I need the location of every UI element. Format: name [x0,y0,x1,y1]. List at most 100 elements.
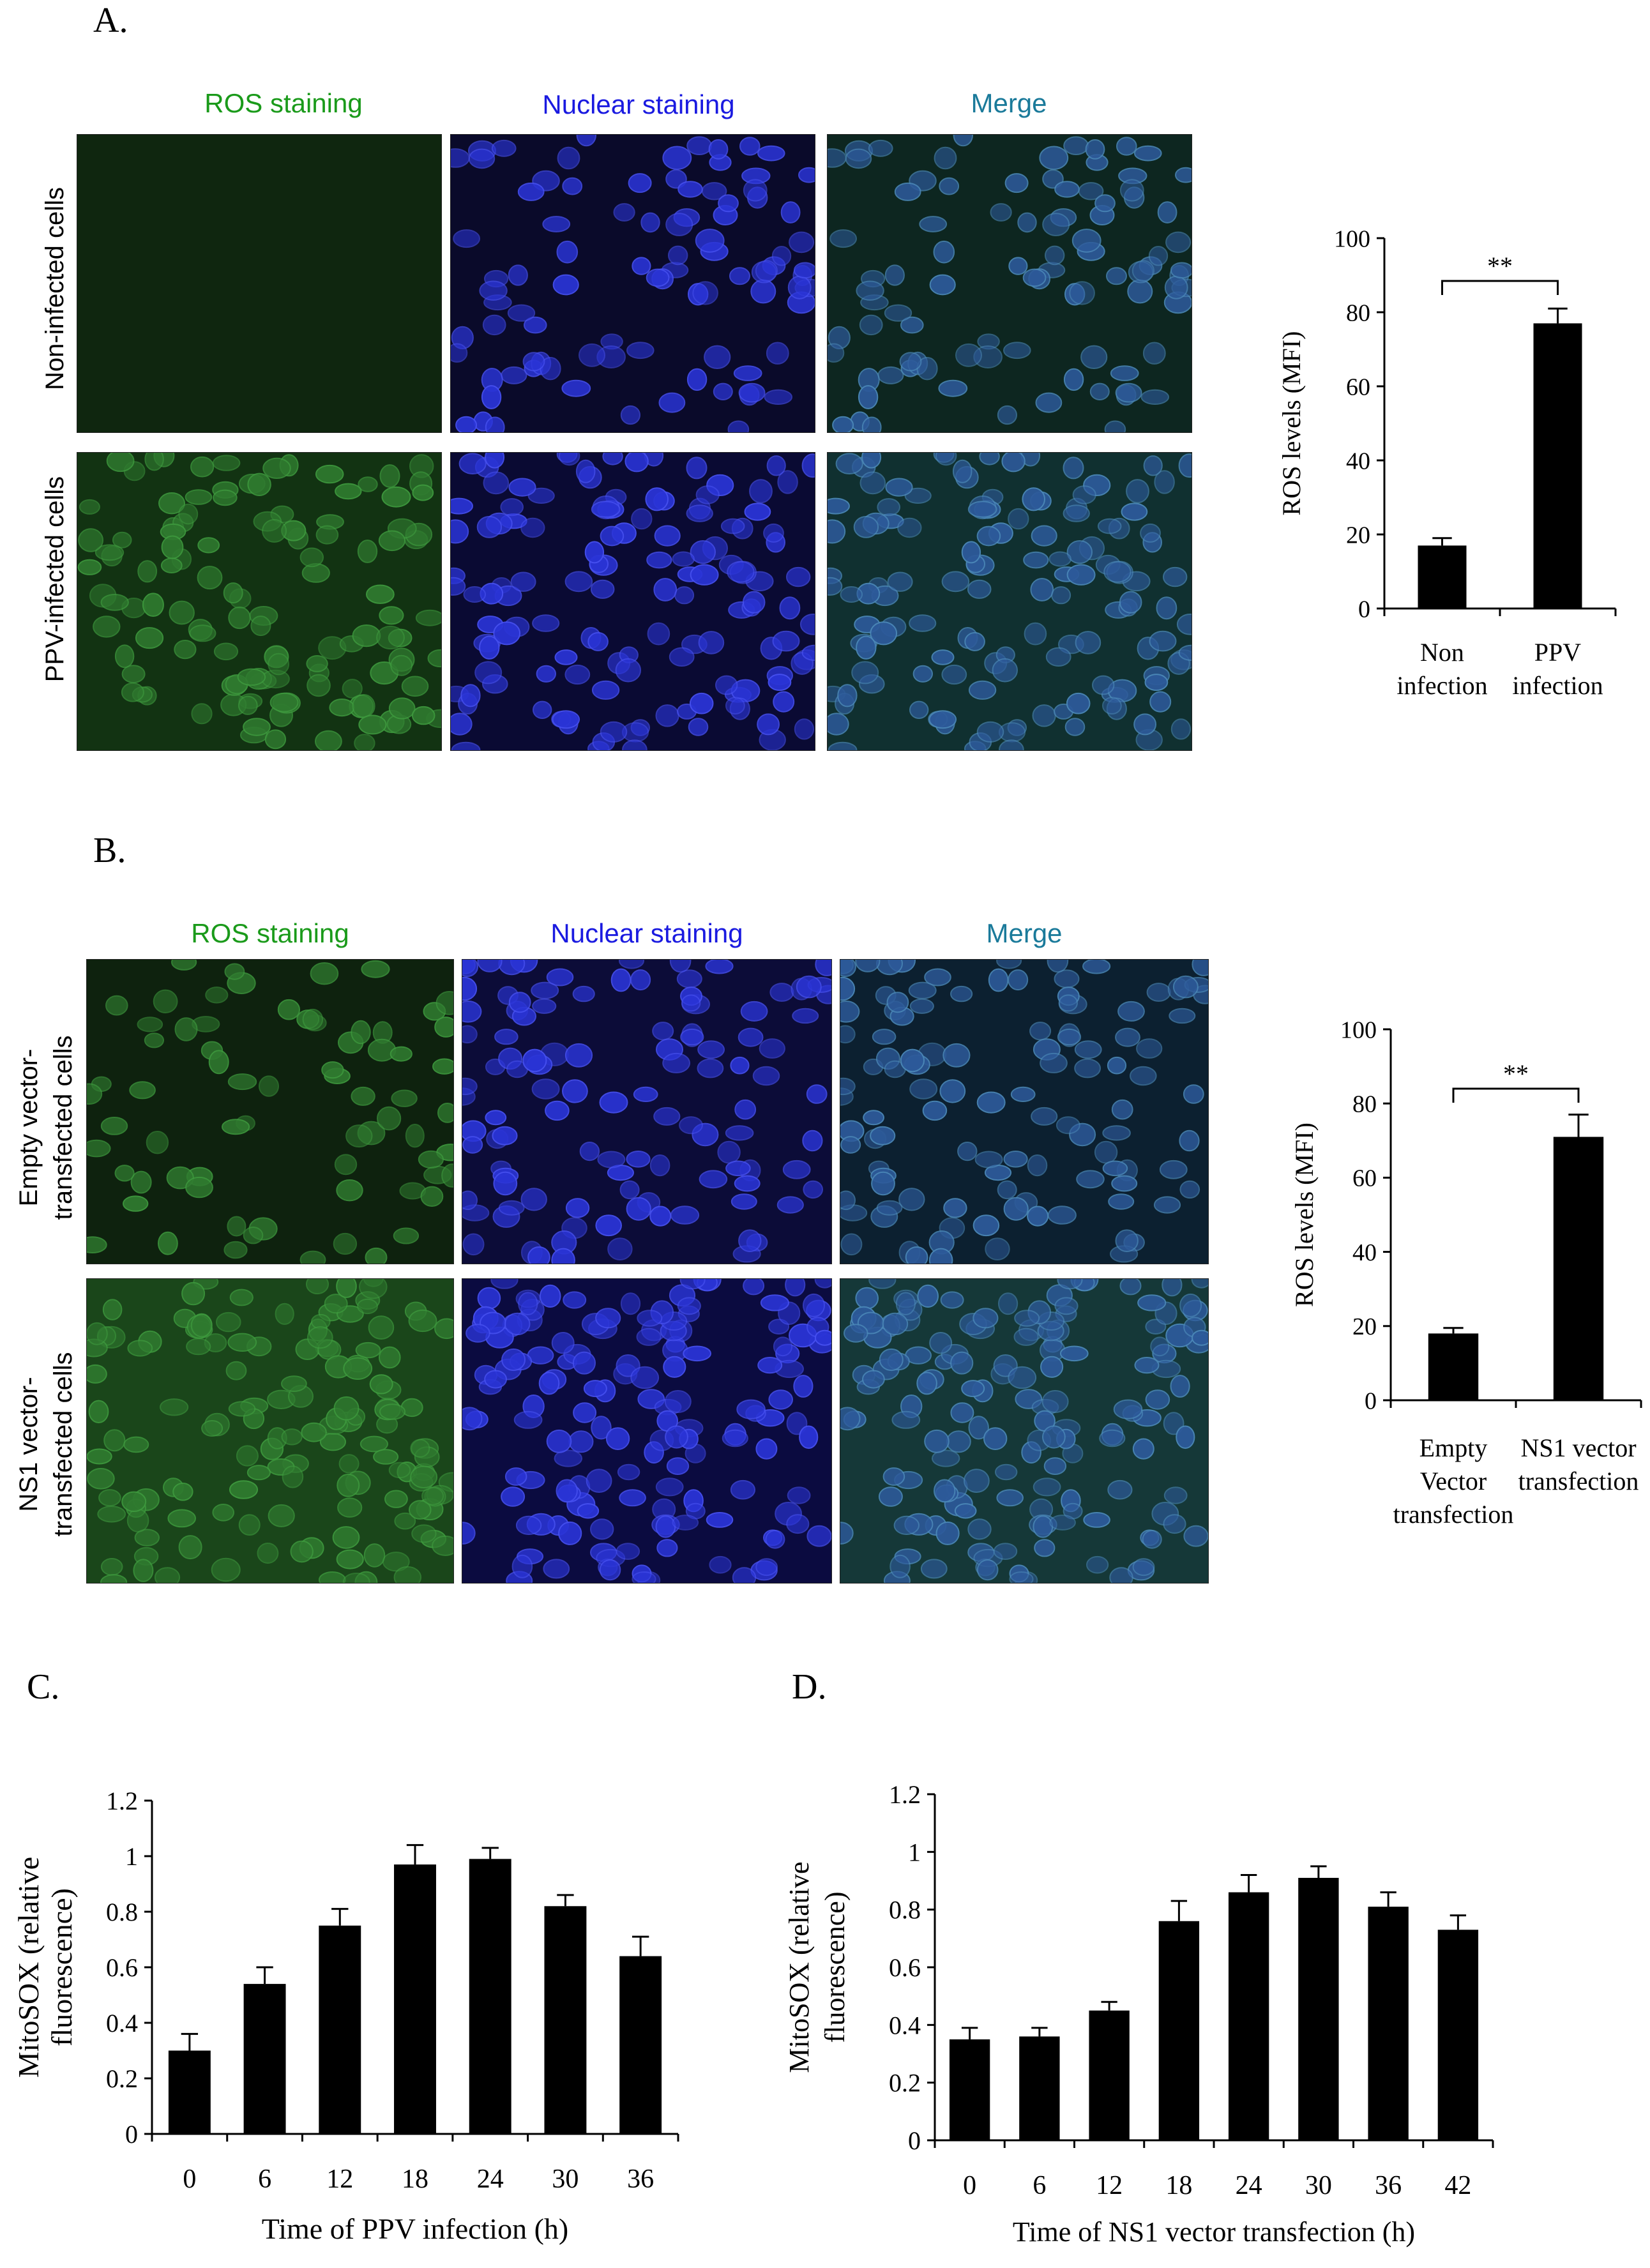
col-head-nuclear: Nuclear staining [542,89,735,119]
significance-bracket [1441,280,1559,295]
y-axis-label: fluorescence) [45,1888,78,2046]
x-tick-label: Empty [1419,1433,1488,1462]
x-tick-label: 6 [1033,2171,1046,2200]
y-tick-label: 0.6 [106,1953,138,1982]
y-tick-label: 100 [1340,1017,1377,1043]
micro-b-nuclear-ns1 [462,1278,832,1584]
bar [619,1956,662,2134]
y-tick-label: 1 [908,1838,921,1866]
micro-a-ros-noninfected [77,134,442,433]
y-tick-label: 1 [125,1842,138,1871]
col-head-b-nuclear: Nuclear staining [550,918,743,948]
y-tick-label: 0 [1365,1387,1377,1414]
bar [1533,323,1582,609]
x-tick-label: 30 [552,2165,579,2194]
chart-b: 0 20 40 60 80 100 Empty Vector transfection NS1 v… [1283,1002,1650,1545]
x-tick-label: 0 [963,2171,976,2200]
bar [1228,1892,1269,2140]
row-head-ns1-vector-line2: transfected cells [49,1352,77,1537]
y-tick-label: 80 [1346,299,1370,326]
y-tick-label: 0.8 [106,1898,138,1926]
y-tick-label: 0.4 [889,2011,921,2039]
bar [1437,1930,1479,2140]
x-tick-label: 12 [326,2165,353,2194]
bar [394,1864,436,2134]
col-head-merge: Merge [971,88,1047,118]
bar [319,1925,361,2134]
significance-bracket [1452,1087,1580,1103]
x-tick-label: 30 [1305,2171,1332,2200]
x-tick-label: transfection [1518,1467,1639,1495]
row-head-empty-vector-line2: transfected cells [49,1035,77,1220]
significance-stars: ** [1503,1059,1529,1088]
x-tick-label: 24 [1236,2171,1262,2200]
y-tick-label: 0 [125,2120,138,2149]
y-tick-label: 0.2 [106,2064,138,2093]
x-tick-label: 12 [1096,2171,1123,2200]
y-tick-label: 20 [1346,522,1370,548]
y-tick-label: 20 [1352,1313,1377,1340]
y-tick-label: 80 [1352,1091,1377,1118]
panel-a-letter: A. [93,1,128,40]
x-tick-label: NS1 vector [1520,1433,1636,1462]
y-axis-label: fluorescence) [819,1892,851,2043]
y-tick-label: 60 [1346,374,1370,400]
x-axis-label: Time of NS1 vector transfection (h) [1013,2216,1415,2248]
micro-a-nuclear-noninfected [450,134,815,433]
x-tick-label: Vector [1420,1467,1487,1495]
y-tick-label: 60 [1352,1165,1377,1192]
row-head-ppv-infected: PPV-infected cells [41,476,69,683]
micro-a-merge-noninfected [827,134,1192,433]
micro-a-merge-ppv [827,452,1192,751]
y-tick-label: 100 [1334,225,1370,252]
col-head-b-ros: ROS staining [191,918,349,948]
bar [1298,1877,1339,2140]
bar [1553,1137,1604,1400]
bar [1158,1921,1200,2140]
y-axis-label: MitoSOX (relative [12,1857,45,2078]
y-tick-label: 40 [1352,1239,1377,1266]
row-head-noninfected: Non-infected cells [41,187,69,390]
bar [949,2039,990,2140]
x-tick-label: 0 [183,2165,196,2194]
x-tick-label: 18 [402,2165,428,2194]
bar [469,1859,511,2134]
chart-a: 0 20 40 60 80 100 Non infection PPV infection ** RO… [1271,217,1650,702]
y-axis-label: ROS levels (MFI) [1277,331,1306,516]
y-tick-label: 0.8 [889,1896,921,1924]
micro-b-merge-empty [840,959,1209,1264]
bar [544,1906,587,2134]
micro-b-ros-ns1 [86,1278,454,1584]
x-tick-label: 42 [1444,2171,1471,2200]
micro-b-merge-ns1 [840,1278,1209,1584]
x-axis-label: Time of PPV infection (h) [262,2212,568,2245]
y-tick-label: 1.2 [106,1787,138,1815]
panel-d-letter: D. [792,1667,827,1707]
bar [243,1984,286,2134]
y-tick-label: 40 [1346,448,1370,474]
row-head-ns1-vector: NS1 vector- transfected cells [11,1297,80,1591]
y-tick-label: 1.2 [889,1780,921,1809]
panel-b-letter: B. [93,831,126,870]
y-tick-label: 0.6 [889,1953,921,1982]
micro-a-nuclear-ppv [450,452,815,751]
y-tick-label: 0.4 [106,2009,138,2037]
bar [1418,545,1467,609]
bar [1428,1333,1479,1400]
bar [168,2050,211,2134]
x-tick-label: transfection [1393,1500,1514,1529]
x-tick-label: 36 [1375,2171,1402,2200]
x-tick-label: 18 [1165,2171,1192,2200]
chart-d: 0 0.2 0.4 0.6 0.8 1 1.2 0 6 12 18 24 30 36 42 MitoSOX (… [773,1769,1650,2268]
x-tick-label: PPV [1534,638,1581,667]
row-head-empty-vector-line1: Empty vector- [15,1048,43,1207]
x-tick-label: infection [1396,671,1487,700]
x-tick-label: 24 [477,2165,504,2194]
y-tick-label: 0 [908,2126,921,2155]
col-head-b-merge: Merge [986,918,1063,948]
chart-c: 0 0.2 0.4 0.6 0.8 1 1.2 0 6 12 18 24 30 36 MitoSOX (re… [0,1762,715,2268]
y-tick-label: 0 [1358,596,1370,623]
significance-stars: ** [1487,252,1513,280]
y-axis-label: MitoSOX (relative [783,1861,815,2073]
y-tick-label: 0.2 [889,2069,921,2098]
